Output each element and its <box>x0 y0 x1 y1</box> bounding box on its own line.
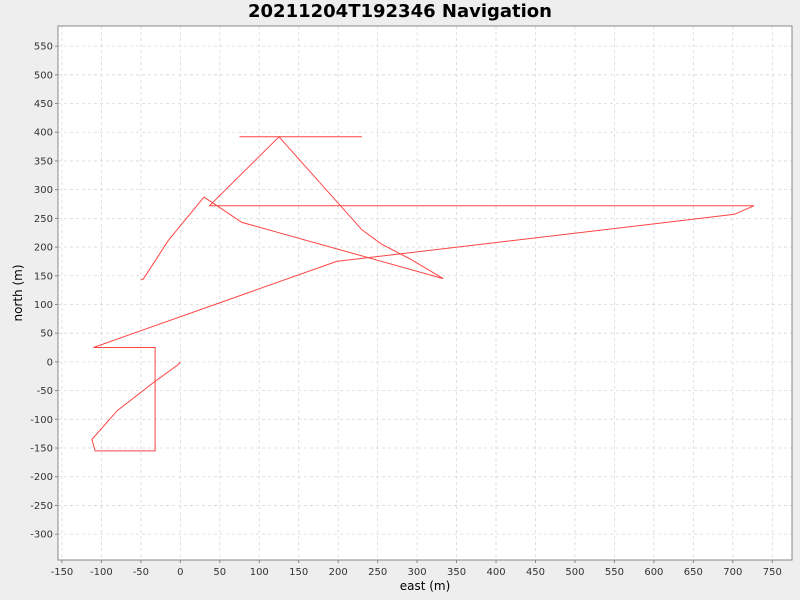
x-tick-label: 100 <box>250 567 269 578</box>
y-tick-label: -150 <box>30 444 53 455</box>
x-tick-label: 0 <box>177 567 183 578</box>
y-tick-label: 500 <box>34 70 53 81</box>
y-tick-label: 100 <box>34 300 53 311</box>
y-tick-label: 150 <box>34 271 53 282</box>
x-tick-label: 600 <box>644 567 663 578</box>
plot-border <box>57 25 793 561</box>
x-tick-label: 150 <box>289 567 308 578</box>
y-tick-label: 400 <box>34 128 53 139</box>
x-tick-label: 500 <box>565 567 584 578</box>
y-tick-label: 550 <box>34 42 53 53</box>
y-tick-label: 0 <box>47 357 53 368</box>
x-tick-label: 50 <box>213 567 226 578</box>
track-line <box>91 136 755 452</box>
plot-area <box>58 26 792 560</box>
x-tick-label: 200 <box>329 567 348 578</box>
ticks: -150 -100 -50 0 50 100 150 200 250 300 350 400 450 50… <box>30 42 782 578</box>
y-tick-label: -200 <box>30 472 53 483</box>
x-tick-label: -50 <box>133 567 149 578</box>
y-tick-label: -300 <box>30 530 53 541</box>
x-tick-label: 650 <box>684 567 703 578</box>
series-layer <box>91 136 755 452</box>
x-axis-label: east (m) <box>400 579 451 593</box>
y-tick-label: 450 <box>34 99 53 110</box>
x-tick-label: 250 <box>368 567 387 578</box>
x-tick-label: 450 <box>526 567 545 578</box>
y-tick-label: 200 <box>34 243 53 254</box>
y-tick-label: -50 <box>37 386 53 397</box>
y-tick-label: -250 <box>30 501 53 512</box>
x-tick-label: 300 <box>408 567 427 578</box>
y-tick-label: -100 <box>30 415 53 426</box>
x-tick-label: 700 <box>723 567 742 578</box>
y-tick-label: 50 <box>40 329 53 340</box>
y-tick-label: 300 <box>34 185 53 196</box>
chart-title: 20211204T192346 Navigation <box>248 1 552 22</box>
x-tick-label: 550 <box>605 567 624 578</box>
y-tick-label: 250 <box>34 214 53 225</box>
x-tick-label: -100 <box>90 567 113 578</box>
y-tick-label: 350 <box>34 156 53 167</box>
x-tick-label: -150 <box>51 567 74 578</box>
y-axis-label: north (m) <box>11 264 25 321</box>
x-tick-label: 400 <box>486 567 505 578</box>
x-tick-label: 350 <box>447 567 466 578</box>
x-tick-label: 750 <box>763 567 782 578</box>
grid <box>58 26 792 560</box>
